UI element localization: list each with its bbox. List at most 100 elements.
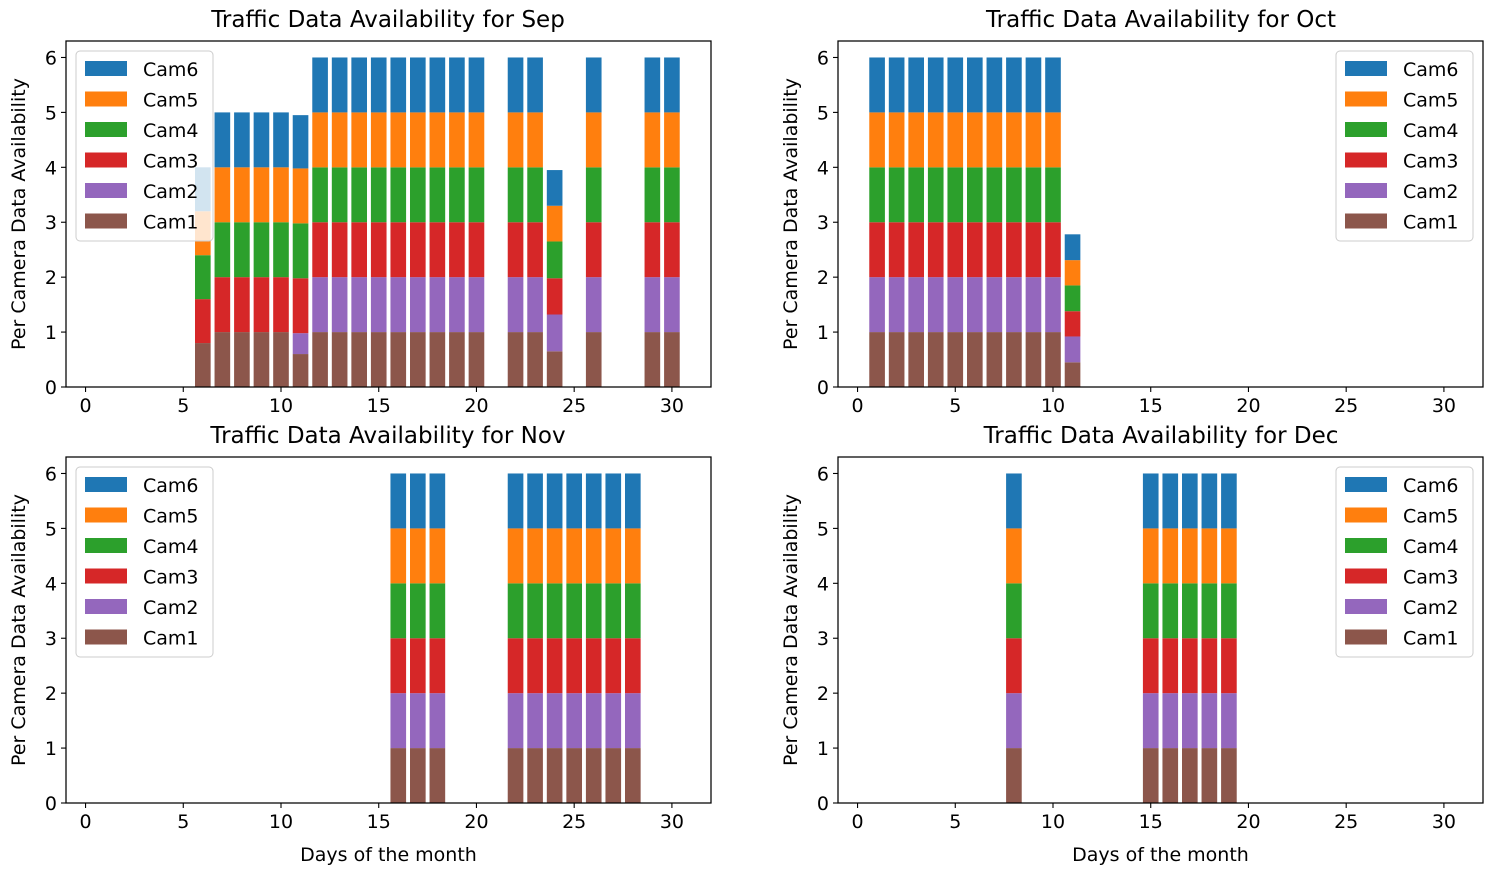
legend-label-cam3: Cam3	[1403, 567, 1459, 589]
bar-cam1-day-11	[1064, 362, 1081, 387]
bar-cam2-day-30	[664, 277, 680, 333]
axes-frame	[65, 40, 712, 388]
bar-cam2-day-22	[507, 693, 524, 749]
bar-cam3-day-17	[1182, 638, 1198, 694]
bar-cam4-day-9	[1025, 167, 1042, 223]
bar-cam6-day-4	[927, 57, 944, 113]
y-tick-label: 5	[45, 102, 57, 124]
bar-cam6-day-18	[429, 473, 446, 529]
bar-cam5-day-20	[468, 112, 485, 168]
chart-panel-3: 0 5 10 15 20 25 30 0 1 2 3 4 5 6 Traffic Data Availabi…	[8, 423, 712, 866]
bar-cam5-day-8	[234, 167, 250, 223]
bar-cam2-day-1	[869, 277, 885, 333]
bar-cam6-day-8	[234, 112, 250, 168]
bar-cam4-day-19	[449, 167, 465, 223]
bar-cam1-day-8	[1006, 748, 1022, 803]
bar-cam5-day-12	[312, 112, 328, 168]
y-tick-label: 5	[45, 518, 57, 540]
bar-cam4-day-12	[312, 167, 328, 223]
bar-cam3-day-16	[1162, 638, 1179, 694]
bar-cam1-day-19	[1221, 748, 1237, 803]
bar-cam1-day-16	[1162, 748, 1179, 803]
bar-cam4-day-27	[605, 583, 622, 639]
y-tick-label: 0	[817, 793, 829, 815]
bar-cam2-day-7	[986, 277, 1003, 333]
legend-label-cam4: Cam4	[1403, 536, 1459, 558]
bar-cam2-day-18	[429, 277, 446, 333]
chart-title: Traffic Data Availability for Sep	[210, 7, 565, 33]
legend-label-cam6: Cam6	[1403, 59, 1459, 81]
legend-swatch-cam2	[85, 599, 127, 614]
bar-cam5-day-22	[507, 112, 524, 168]
bar-cam3-day-22	[507, 638, 524, 694]
y-tick-label: 3	[817, 212, 829, 234]
legend-label-cam6: Cam6	[143, 475, 199, 497]
bar-cam3-day-18	[429, 222, 446, 278]
bar-cam1-day-4	[927, 332, 944, 387]
bar-cam1-day-6	[195, 343, 211, 387]
bar-cam5-day-18	[429, 112, 446, 168]
bar-cam6-day-25	[566, 473, 582, 529]
bar-cam2-day-25	[566, 693, 582, 749]
bar-cam2-day-12	[312, 277, 328, 333]
bar-cam2-day-20	[468, 277, 485, 333]
bar-cam1-day-20	[468, 332, 485, 387]
legend-swatch-cam4	[1345, 122, 1387, 137]
x-tick-label: 25	[1334, 395, 1358, 417]
bar-cam4-day-15	[1142, 583, 1159, 639]
chart-title: Traffic Data Availability for Nov	[209, 423, 565, 449]
legend-swatch-cam2	[1345, 183, 1387, 198]
legend-swatch-cam5	[85, 91, 127, 107]
bar-cam2-day-27	[605, 693, 622, 749]
y-tick-label: 0	[45, 377, 57, 399]
bar-cam5-day-19	[449, 112, 465, 168]
x-tick-label: 5	[949, 395, 961, 417]
y-tick-label: 4	[45, 157, 57, 179]
bar-cam2-day-15	[370, 277, 387, 333]
bar-cam1-day-18	[1201, 748, 1218, 803]
bar-cam1-day-19	[449, 332, 465, 387]
y-tick-label: 2	[817, 267, 829, 289]
legend: Cam6 Cam5 Cam4 Cam3 Cam2 Cam1	[1335, 466, 1474, 658]
bar-cam2-day-5	[947, 277, 964, 333]
legend-label-cam2: Cam2	[1403, 597, 1459, 619]
y-tick-label: 3	[817, 628, 829, 650]
bar-cam6-day-7	[214, 112, 231, 168]
bar-cam4-day-18	[429, 167, 446, 223]
bar-cam6-day-19	[449, 57, 465, 113]
bar-cam5-day-18	[1201, 528, 1218, 584]
bar-cam1-day-22	[507, 748, 524, 803]
legend-swatch-cam4	[1345, 538, 1387, 553]
legend-label-cam2: Cam2	[143, 181, 199, 203]
legend-label-cam1: Cam1	[143, 212, 199, 234]
x-tick-label: 5	[177, 811, 189, 833]
bar-cam6-day-9	[1025, 57, 1042, 113]
y-tick-label: 4	[817, 157, 829, 179]
x-tick-label: 25	[562, 811, 586, 833]
bar-cam4-day-22	[507, 583, 524, 639]
bar-cam4-day-6	[967, 167, 983, 223]
legend-swatch-cam4	[85, 122, 127, 137]
bar-cam3-day-1	[869, 222, 885, 278]
y-tick-label: 1	[45, 322, 57, 344]
bar-cam4-day-3	[908, 167, 924, 223]
bar-cam6-day-16	[1162, 473, 1179, 529]
y-tick-label: 1	[817, 738, 829, 760]
bar-cam2-day-26	[585, 693, 602, 749]
bar-cam4-day-20	[468, 167, 485, 223]
chart-title: Traffic Data Availability for Dec	[983, 423, 1339, 449]
bar-cam3-day-30	[664, 222, 680, 278]
bar-cam5-day-6	[967, 112, 983, 168]
bar-cam2-day-22	[507, 277, 524, 333]
bar-cam3-day-7	[986, 222, 1003, 278]
bar-cam1-day-12	[312, 332, 328, 387]
legend-label-cam5: Cam5	[143, 90, 199, 112]
bar-cam3-day-11	[292, 278, 309, 334]
bar-cam2-day-11	[292, 333, 309, 355]
y-tick-label: 3	[45, 628, 57, 650]
y-tick-label: 6	[817, 47, 829, 69]
bar-cam6-day-29	[644, 57, 661, 113]
bar-cam6-day-8	[1006, 57, 1022, 113]
bar-cam2-day-6	[967, 277, 983, 333]
legend-label-cam3: Cam3	[143, 567, 199, 589]
